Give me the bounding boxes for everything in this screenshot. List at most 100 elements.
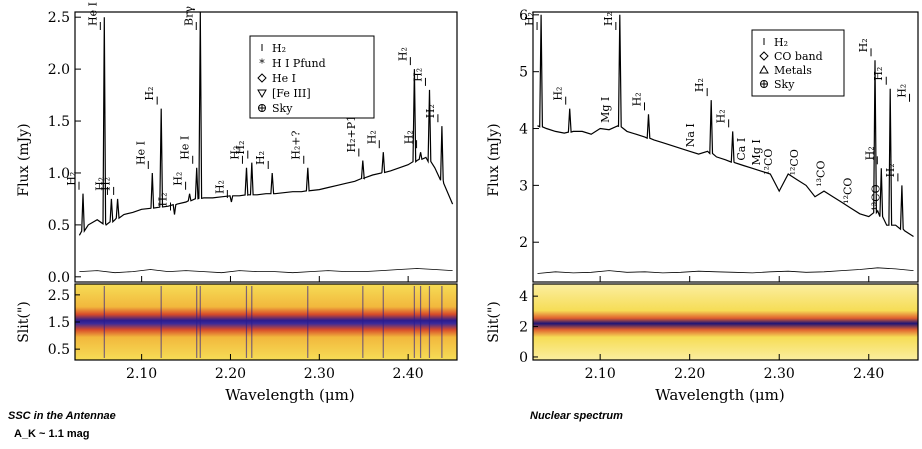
r-slit-tick-label-2: 4 — [519, 289, 528, 305]
left-slit-label: Slit(") — [16, 301, 32, 343]
l-line-label-0: H₂ — [65, 172, 78, 186]
r-x-tick-label-0: 2.10 — [585, 366, 616, 382]
l-line-label-19: H₂ — [411, 68, 424, 82]
r-line-label-5: H₂ — [715, 109, 728, 123]
r-line-label-7: H₂ — [863, 146, 876, 160]
right-caption: Nuclear spectrum — [530, 410, 623, 422]
left-x-axis-label: Wavelength (μm) — [225, 386, 354, 404]
r-y-tick-label-4: 6 — [519, 8, 528, 24]
r-slit-tick-label-1: 2 — [519, 320, 528, 336]
right-y-axis-label: Flux (mJy) — [486, 123, 502, 196]
l-slit-tick-label-2: 2.5 — [48, 288, 70, 304]
l-legend-label-1: H I Pfund — [272, 57, 326, 70]
l-line-label-6: H₂ — [156, 192, 169, 206]
l-y-tick-label-2: 1.0 — [48, 166, 70, 182]
left-spectrum-frame — [74, 11, 458, 283]
l-legend-marker-3 — [257, 89, 267, 99]
r-y-tick-label-0: 2 — [519, 235, 528, 251]
right-line-labels: H₂ H₂ H₂ H₂ H₂ H₂ H₂ H₂ H₂ H₂ H₂ — [523, 12, 911, 182]
r-abs-label-8: ¹³CO — [869, 184, 882, 210]
l-line-label-20: H₂ — [424, 104, 437, 118]
l-line-label-8: He I — [179, 136, 192, 160]
r-line-label-1: H₂ — [552, 87, 565, 101]
l-line-label-12: H₂ — [234, 141, 247, 155]
l-legend-marker-4-cross — [259, 105, 265, 111]
left-y-axis-label: Flux (mJy) — [16, 123, 32, 196]
right-slit-image — [532, 283, 919, 361]
r-y-tick-label-1: 3 — [519, 178, 528, 194]
r-x-tick-label-1: 2.20 — [674, 366, 705, 382]
r-line-label-3: H₂ — [631, 92, 644, 106]
r-line-label-0: H₂ — [523, 12, 536, 26]
r-line-label-10: H₂ — [896, 84, 909, 98]
l-line-label-11: H₂ — [228, 146, 241, 160]
r-legend-label-2: Metals — [774, 64, 812, 77]
l-line-label-4: He I — [134, 141, 147, 165]
r-line-label-2: H₂ — [602, 12, 615, 26]
l-line-label-10: H₂ — [213, 180, 226, 194]
right-spectrum-line — [537, 14, 914, 238]
r-abs-label-4: ¹²CO — [762, 149, 775, 175]
l-line-label-17: H₂ — [396, 47, 409, 61]
left-legend: H₂ * H I Pfund He I [Fe III] Sky — [257, 42, 326, 115]
r-line-label-9: H₂ — [884, 163, 897, 177]
l-y-tick-label-0: 0.0 — [48, 270, 70, 286]
l-line-label-5: H₂ — [143, 87, 156, 101]
right-spectrum-frame — [532, 11, 919, 283]
r-y-tick-label-3: 5 — [519, 65, 528, 81]
left-y-ticks: 0.0 0.5 1.0 1.5 2.0 2.5 — [48, 10, 81, 286]
r-abs-label-5: ¹²CO — [788, 149, 801, 175]
l-line-label-18: H₂ — [403, 130, 416, 144]
r-legend-marker-1 — [759, 51, 769, 61]
r-legend-label-1: CO band — [774, 50, 823, 63]
right-slit-label: Slit(") — [486, 301, 502, 343]
r-legend-marker-3-cross — [761, 81, 767, 87]
r-legend-marker-2 — [759, 64, 769, 74]
l-legend-label-4: Sky — [272, 102, 293, 115]
l-x-tick-label-3: 2.40 — [393, 366, 424, 382]
l-line-label-7: H₂ — [172, 172, 185, 186]
l-line-label-3: H₂ — [100, 177, 113, 191]
left-spectrum-line — [78, 11, 454, 236]
left-slit-image — [74, 283, 458, 361]
l-line-label-16: H₂ — [365, 130, 378, 144]
l-y-tick-label-3: 1.5 — [48, 114, 70, 130]
right-x-axis-label: Wavelength (μm) — [655, 386, 784, 404]
l-legend-label-0: H₂ — [272, 42, 286, 55]
r-legend-label-0: H₂ — [774, 36, 788, 49]
l-line-label-2: H₂ — [93, 177, 106, 191]
l-legend-label-3: [Fe III] — [272, 87, 311, 100]
r-x-tick-label-2: 2.30 — [764, 366, 795, 382]
l-legend-marker-1: * — [259, 57, 265, 70]
right-y-ticks: 2 3 4 5 6 — [519, 8, 539, 251]
left-residual-line — [79, 268, 453, 274]
r-slit-tick-label-0: 0 — [519, 350, 528, 366]
l-x-tick-label-0: 2.10 — [126, 366, 157, 382]
l-y-tick-label-1: 0.5 — [48, 218, 70, 234]
r-abs-label-3: Mg I — [750, 139, 763, 165]
r-abs-label-0: Mg I — [599, 97, 612, 123]
l-y-tick-label-5: 2.5 — [48, 10, 70, 26]
r-abs-label-1: Na I — [684, 123, 697, 147]
left-extinction-note: A_K ~ 1.1 mag — [14, 428, 90, 440]
r-line-label-6: H₂ — [857, 38, 870, 52]
left-slit-ticks: 0.5 1.5 2.5 — [48, 288, 80, 358]
l-slit-tick-label-1: 1.5 — [48, 315, 70, 331]
r-abs-label-7: ¹²CO — [842, 178, 855, 204]
r-line-label-4: H₂ — [693, 78, 706, 92]
left-slit-stripes — [103, 286, 443, 358]
r-y-tick-label-2: 4 — [519, 122, 528, 138]
left-caption: SSC in the Antennae — [8, 410, 116, 422]
l-legend-marker-2 — [257, 73, 267, 83]
l-y-tick-label-4: 2.0 — [48, 62, 70, 78]
r-line-label-8: H₂ — [872, 67, 885, 81]
right-residual-line — [537, 267, 914, 274]
right-slit-ticks: 0 2 4 — [519, 289, 538, 366]
l-line-label-14: H₂+? — [290, 131, 303, 160]
